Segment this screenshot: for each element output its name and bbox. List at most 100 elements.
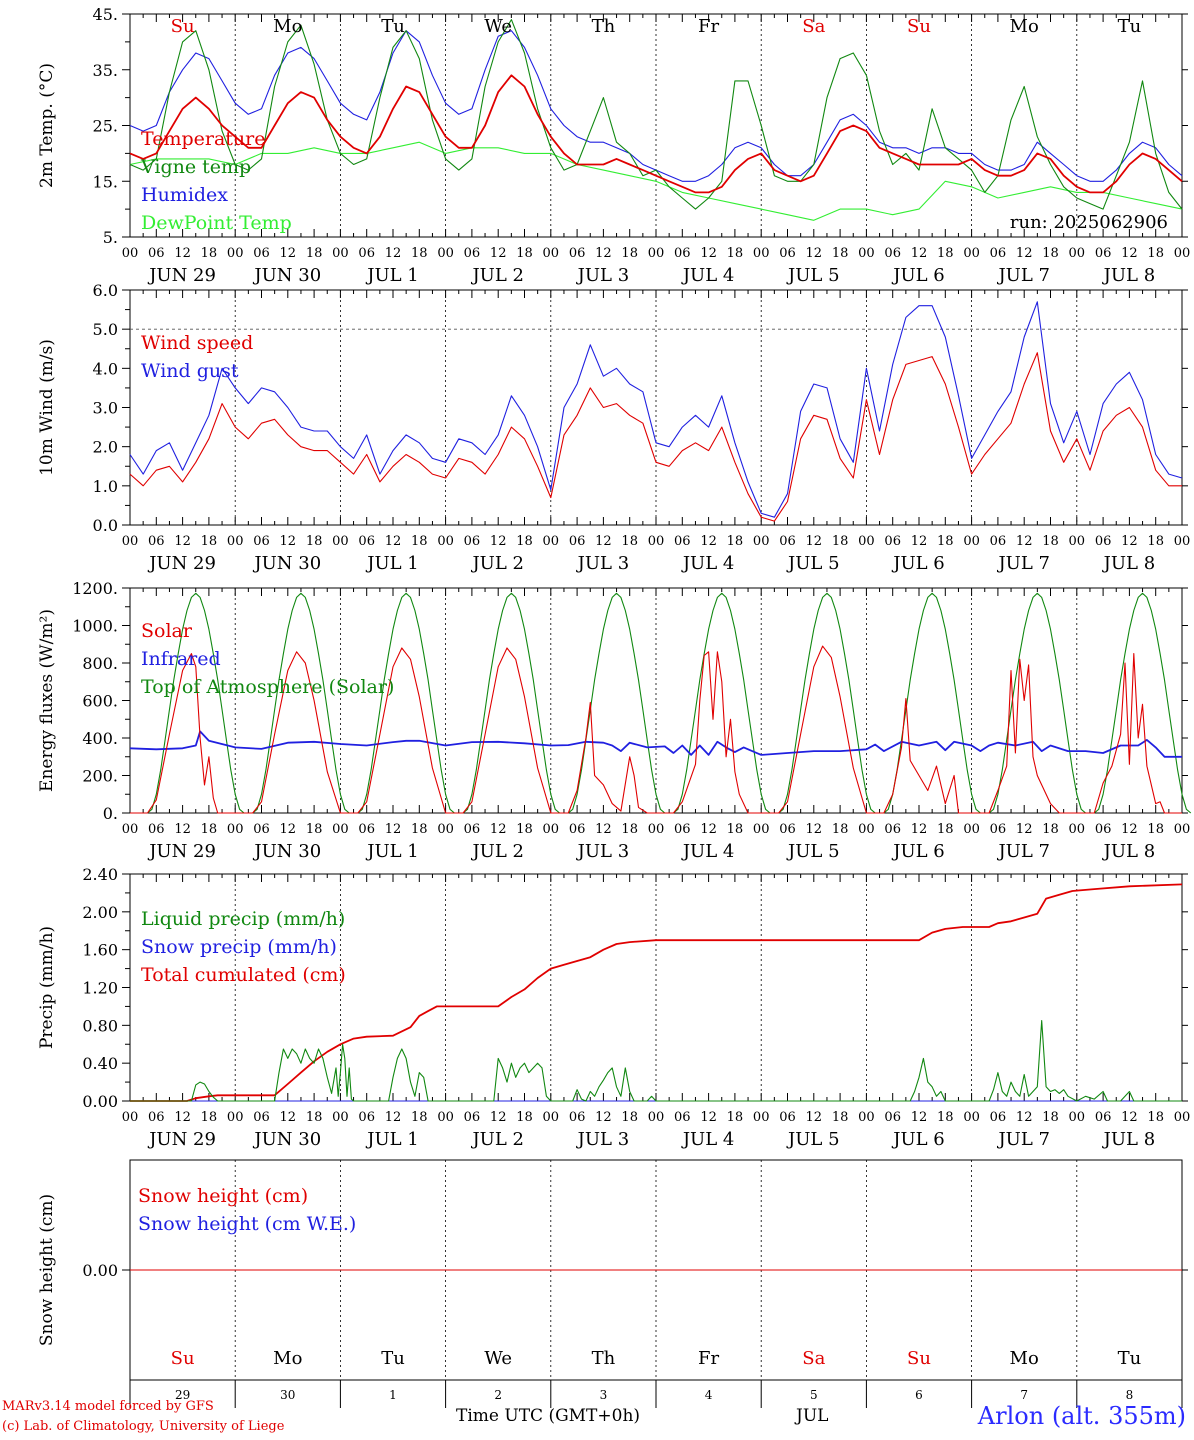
weekday-label-top: Mo [1010, 16, 1039, 37]
x-tick-label: 12 [1121, 246, 1138, 261]
x-tick-label: 06 [779, 1110, 796, 1125]
y-tick-label: 6.0 [93, 281, 118, 300]
x-tick-label: 00 [963, 246, 980, 261]
weekday-label-bottom: Tu [1118, 1348, 1142, 1369]
date-label: JUL 2 [470, 841, 524, 862]
x-tick-label: 12 [911, 534, 928, 549]
y-tick-label: 3.0 [93, 399, 118, 418]
x-tick-label: 00 [122, 822, 139, 837]
x-tick-label: 06 [358, 534, 375, 549]
y-tick-label: 0.00 [82, 1092, 118, 1111]
x-tick-label: 00 [227, 534, 244, 549]
y-tick-label: 35. [93, 61, 118, 80]
x-tick-label: 06 [884, 534, 901, 549]
x-tick-label: 12 [174, 1110, 191, 1125]
day-number-label: 5 [810, 1388, 818, 1402]
date-label: JUL 3 [576, 553, 630, 574]
date-label: JUL 7 [996, 1129, 1050, 1150]
x-tick-label: 06 [990, 534, 1007, 549]
day-number-label: 1 [389, 1388, 397, 1402]
x-tick-label: 18 [621, 822, 638, 837]
y-axis-label: 2m Temp. (°C) [37, 63, 57, 188]
day-number-label: 3 [600, 1388, 608, 1402]
y-axis-label: Precip (mm/h) [37, 926, 57, 1049]
series-line-wind-speed [129, 352, 1182, 522]
x-tick-label: 00 [858, 534, 875, 549]
date-label: JUL 5 [786, 553, 840, 574]
x-tick-label: 12 [595, 534, 612, 549]
legend-entry: Infrared [141, 648, 221, 670]
x-tick-label: 12 [595, 1110, 612, 1125]
x-tick-label: 18 [1042, 1110, 1059, 1125]
x-tick-label: 06 [1095, 822, 1112, 837]
date-label: JUL 2 [470, 265, 524, 286]
date-label: JUL 2 [470, 553, 524, 574]
date-label: JUL 3 [576, 1129, 630, 1150]
x-tick-label: 12 [700, 822, 717, 837]
date-label: JUN 29 [147, 841, 216, 862]
x-tick-label: 06 [464, 534, 481, 549]
x-tick-label: 00 [753, 534, 770, 549]
x-tick-label: 18 [832, 246, 849, 261]
x-tick-label: 06 [674, 1110, 691, 1125]
x-tick-label: 06 [569, 1110, 586, 1125]
legend-entry: Wind speed [141, 332, 253, 354]
x-tick-label: 12 [1016, 534, 1033, 549]
date-label: JUN 30 [252, 553, 321, 574]
x-tick-label: 18 [727, 246, 744, 261]
x-tick-label: 18 [727, 1110, 744, 1125]
x-tick-label: 00 [332, 822, 349, 837]
legend-entry: Liquid precip (mm/h) [141, 908, 345, 930]
x-tick-label: 00 [753, 1110, 770, 1125]
y-tick-label: 0. [103, 804, 118, 823]
x-tick-label: 00 [1174, 822, 1191, 837]
date-label: JUL 5 [786, 265, 840, 286]
x-tick-label: 06 [253, 1110, 270, 1125]
weekday-label-top: We [484, 16, 512, 37]
x-tick-label: 06 [674, 822, 691, 837]
x-tick-label: 12 [595, 246, 612, 261]
x-tick-label: 12 [700, 534, 717, 549]
x-tick-label: 12 [490, 534, 507, 549]
day-number-label: 4 [705, 1388, 713, 1402]
x-tick-label: 00 [437, 246, 454, 261]
x-tick-label: 18 [832, 534, 849, 549]
x-tick-label: 12 [280, 822, 297, 837]
series-line-dewpoint-temp [129, 141, 1183, 221]
x-tick-label: 12 [911, 822, 928, 837]
date-label: JUL 5 [786, 1129, 840, 1150]
x-tick-label: 00 [753, 822, 770, 837]
x-tick-label: 00 [1069, 246, 1086, 261]
day-number-label: 8 [1126, 1388, 1134, 1402]
y-tick-label: 0.40 [82, 1054, 118, 1073]
weekday-label-bottom: Fr [698, 1348, 719, 1369]
x-tick-label: 12 [490, 246, 507, 261]
x-tick-label: 00 [858, 246, 875, 261]
legend-entry: Solar [141, 620, 193, 642]
x-tick-label: 12 [911, 1110, 928, 1125]
x-tick-label: 00 [1069, 1110, 1086, 1125]
day-number-label: 29 [175, 1388, 190, 1402]
x-tick-label: 00 [227, 822, 244, 837]
x-tick-label: 06 [464, 1110, 481, 1125]
x-tick-label: 18 [201, 1110, 218, 1125]
x-tick-label: 00 [227, 1110, 244, 1125]
x-tick-label: 06 [148, 1110, 165, 1125]
x-tick-label: 00 [543, 1110, 560, 1125]
x-tick-label: 18 [201, 246, 218, 261]
x-tick-label: 06 [148, 822, 165, 837]
x-tick-label: 12 [1121, 534, 1138, 549]
x-tick-label: 06 [779, 534, 796, 549]
x-tick-label: 12 [174, 534, 191, 549]
y-axis-label: Snow height (cm) [37, 1194, 57, 1346]
time-axis-label: Time UTC (GMT+0h) [456, 1406, 641, 1426]
weekday-label-top: Mo [273, 16, 302, 37]
date-label: JUL 4 [681, 841, 735, 862]
x-tick-label: 18 [516, 246, 533, 261]
date-label: JUL 1 [365, 841, 419, 862]
x-tick-label: 06 [990, 1110, 1007, 1125]
x-tick-label: 18 [937, 246, 954, 261]
x-tick-label: 06 [253, 534, 270, 549]
y-tick-label: 5. [103, 228, 118, 247]
legend-entry: DewPoint Temp [141, 212, 292, 234]
